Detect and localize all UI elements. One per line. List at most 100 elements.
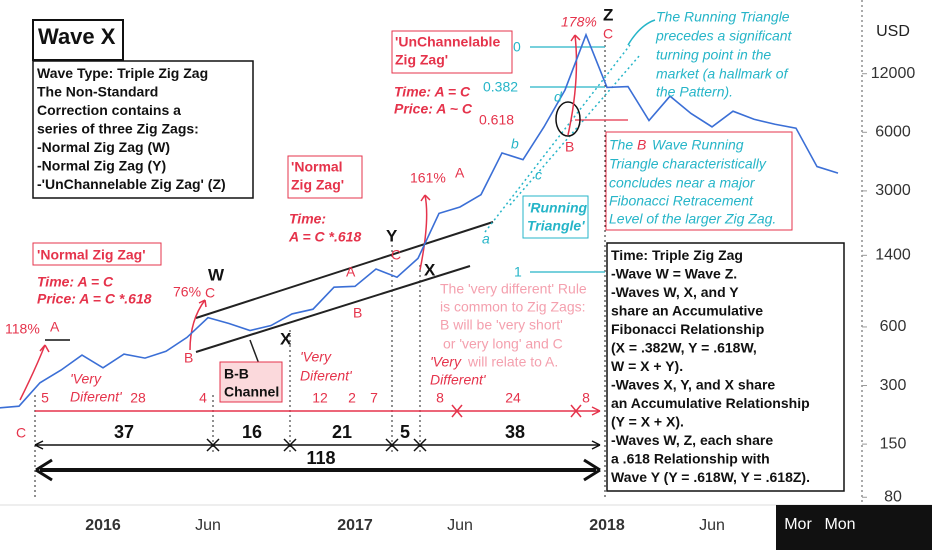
- annotation: C: [391, 247, 401, 263]
- box-text: Zig Zag': [395, 52, 448, 68]
- annotation: The 'very different' Rule: [440, 281, 587, 297]
- time-dividers: [34, 40, 606, 500]
- annotation: 38: [505, 422, 525, 442]
- annotation: is common to Zig Zags:: [440, 299, 586, 315]
- box-text: -'UnChannelable Zig Zag' (Z): [37, 176, 226, 192]
- box-text: -Waves W, X, and Y: [611, 284, 739, 300]
- footer-button: Mor: [784, 516, 812, 533]
- annotation: will relate to A.: [467, 354, 558, 370]
- annotation: Price: A ~ C: [394, 101, 473, 117]
- count-row-black: [34, 438, 601, 452]
- annotation: Different': [430, 372, 487, 388]
- box-text: Wave Y (Y = .618W, Y = .618Z).: [611, 469, 810, 485]
- annotation: concludes near a major: [609, 175, 756, 191]
- annotation: C: [603, 26, 613, 42]
- x-tick-label: 2018: [589, 517, 625, 534]
- annotation: B: [637, 137, 646, 153]
- y-tick-label: 6000: [875, 124, 911, 141]
- box-text: an Accumulative Relationship: [611, 395, 810, 411]
- circle-marker: [555, 101, 581, 137]
- annotation: 16: [242, 422, 262, 442]
- annotation: B will be 'very short': [440, 317, 563, 333]
- y-axis-label: USD: [876, 23, 910, 40]
- annotation: 5: [41, 390, 49, 406]
- annotation: The Running Triangle: [656, 9, 790, 25]
- annotation: 'Very: [430, 354, 462, 370]
- annotation: Time:: [289, 211, 326, 227]
- y-tick-label: 80: [884, 488, 902, 505]
- annotation: 0.382: [483, 79, 518, 95]
- box-text: W = X + Y).: [611, 358, 683, 374]
- annotation: 76%: [173, 284, 201, 300]
- annotation: Fibonacci Retracement: [609, 193, 754, 209]
- annotation-box: [32, 60, 254, 199]
- x-tick-label: Jun: [699, 517, 725, 534]
- annotation: Z: [603, 5, 613, 24]
- annotation: 'Very: [70, 371, 102, 387]
- annotation: a: [482, 231, 490, 247]
- x-tick-label: Jun: [447, 517, 473, 534]
- y-tick-label: 300: [880, 377, 907, 394]
- y-tick-label: 150: [880, 435, 907, 452]
- annotation: Time: A = C: [394, 84, 471, 100]
- annotation: Price: A = C *.618: [37, 291, 152, 307]
- x-tick-label: 2017: [337, 517, 373, 534]
- box-text: 'Normal Zig Zag': [37, 247, 146, 263]
- annotation: 8: [582, 390, 590, 406]
- box-text: 'UnChannelable: [395, 34, 500, 50]
- box-text: Fibonacci Relationship: [611, 321, 764, 337]
- annotation: 5: [400, 422, 410, 442]
- box-text: 'Running: [527, 200, 588, 216]
- price-line: [0, 32, 839, 409]
- box-text: Time: Triple Zig Zag: [611, 247, 743, 263]
- annotation: A: [455, 165, 465, 181]
- annotation-box: [391, 30, 513, 74]
- annotation: 12: [312, 390, 328, 406]
- total-arrow: [35, 458, 601, 482]
- annotation: 1: [514, 264, 522, 280]
- box-text: Correction contains a: [37, 102, 181, 118]
- box-text: -Wave W = Wave Z.: [611, 265, 737, 281]
- box-text: -Waves X, Y, and X share: [611, 376, 775, 392]
- annotation: 21: [332, 422, 352, 442]
- count-row-red: [35, 404, 601, 418]
- annotation: 178%: [561, 14, 597, 30]
- box-text: (Y = X + X).: [611, 413, 684, 429]
- annotation: A: [346, 264, 356, 280]
- annotation: 118%: [5, 321, 40, 337]
- annotation: Triangle characteristically: [609, 156, 767, 172]
- annotation: market (a hallmark of: [656, 66, 790, 82]
- triangle-lines: [484, 44, 641, 233]
- callout-arrow: [627, 19, 656, 46]
- annotation: Y: [386, 226, 398, 245]
- y-tick-label: 600: [880, 318, 907, 335]
- fib-lines: [530, 46, 628, 273]
- annotation: Diferent': [300, 368, 353, 384]
- annotation-box: [219, 361, 283, 403]
- annotation: d: [554, 89, 563, 105]
- annotation-box: [605, 131, 793, 231]
- annotation: 24: [505, 390, 521, 406]
- annotation: 7: [370, 390, 378, 406]
- annotation: 8: [436, 390, 444, 406]
- annotation: The: [609, 137, 633, 153]
- footer-bar: [776, 505, 932, 550]
- annotation: 'Very: [300, 349, 332, 365]
- annotation: the Pattern).: [656, 84, 733, 100]
- annotation: 28: [130, 390, 146, 406]
- box-text: -Normal Zig Zag (W): [37, 139, 170, 155]
- box-text: Triangle': [527, 218, 585, 234]
- box-text: series of three Zig Zags:: [37, 120, 199, 136]
- box-text: The Non-Standard: [37, 83, 158, 99]
- x-tick-label: 2016: [85, 517, 121, 534]
- annotation: or 'very long' and C: [443, 336, 563, 352]
- y-tick-label: 3000: [875, 182, 911, 199]
- annotation: C: [16, 425, 26, 441]
- annotation: C: [205, 285, 215, 301]
- box-text: (X = .382W, Y = .618W,: [611, 339, 757, 355]
- annotation: Wave Running: [652, 137, 744, 153]
- box-text: B-B: [224, 366, 249, 382]
- box-text: Wave Type: Triple Zig Zag: [37, 65, 208, 81]
- footer-button: Mon: [824, 516, 855, 533]
